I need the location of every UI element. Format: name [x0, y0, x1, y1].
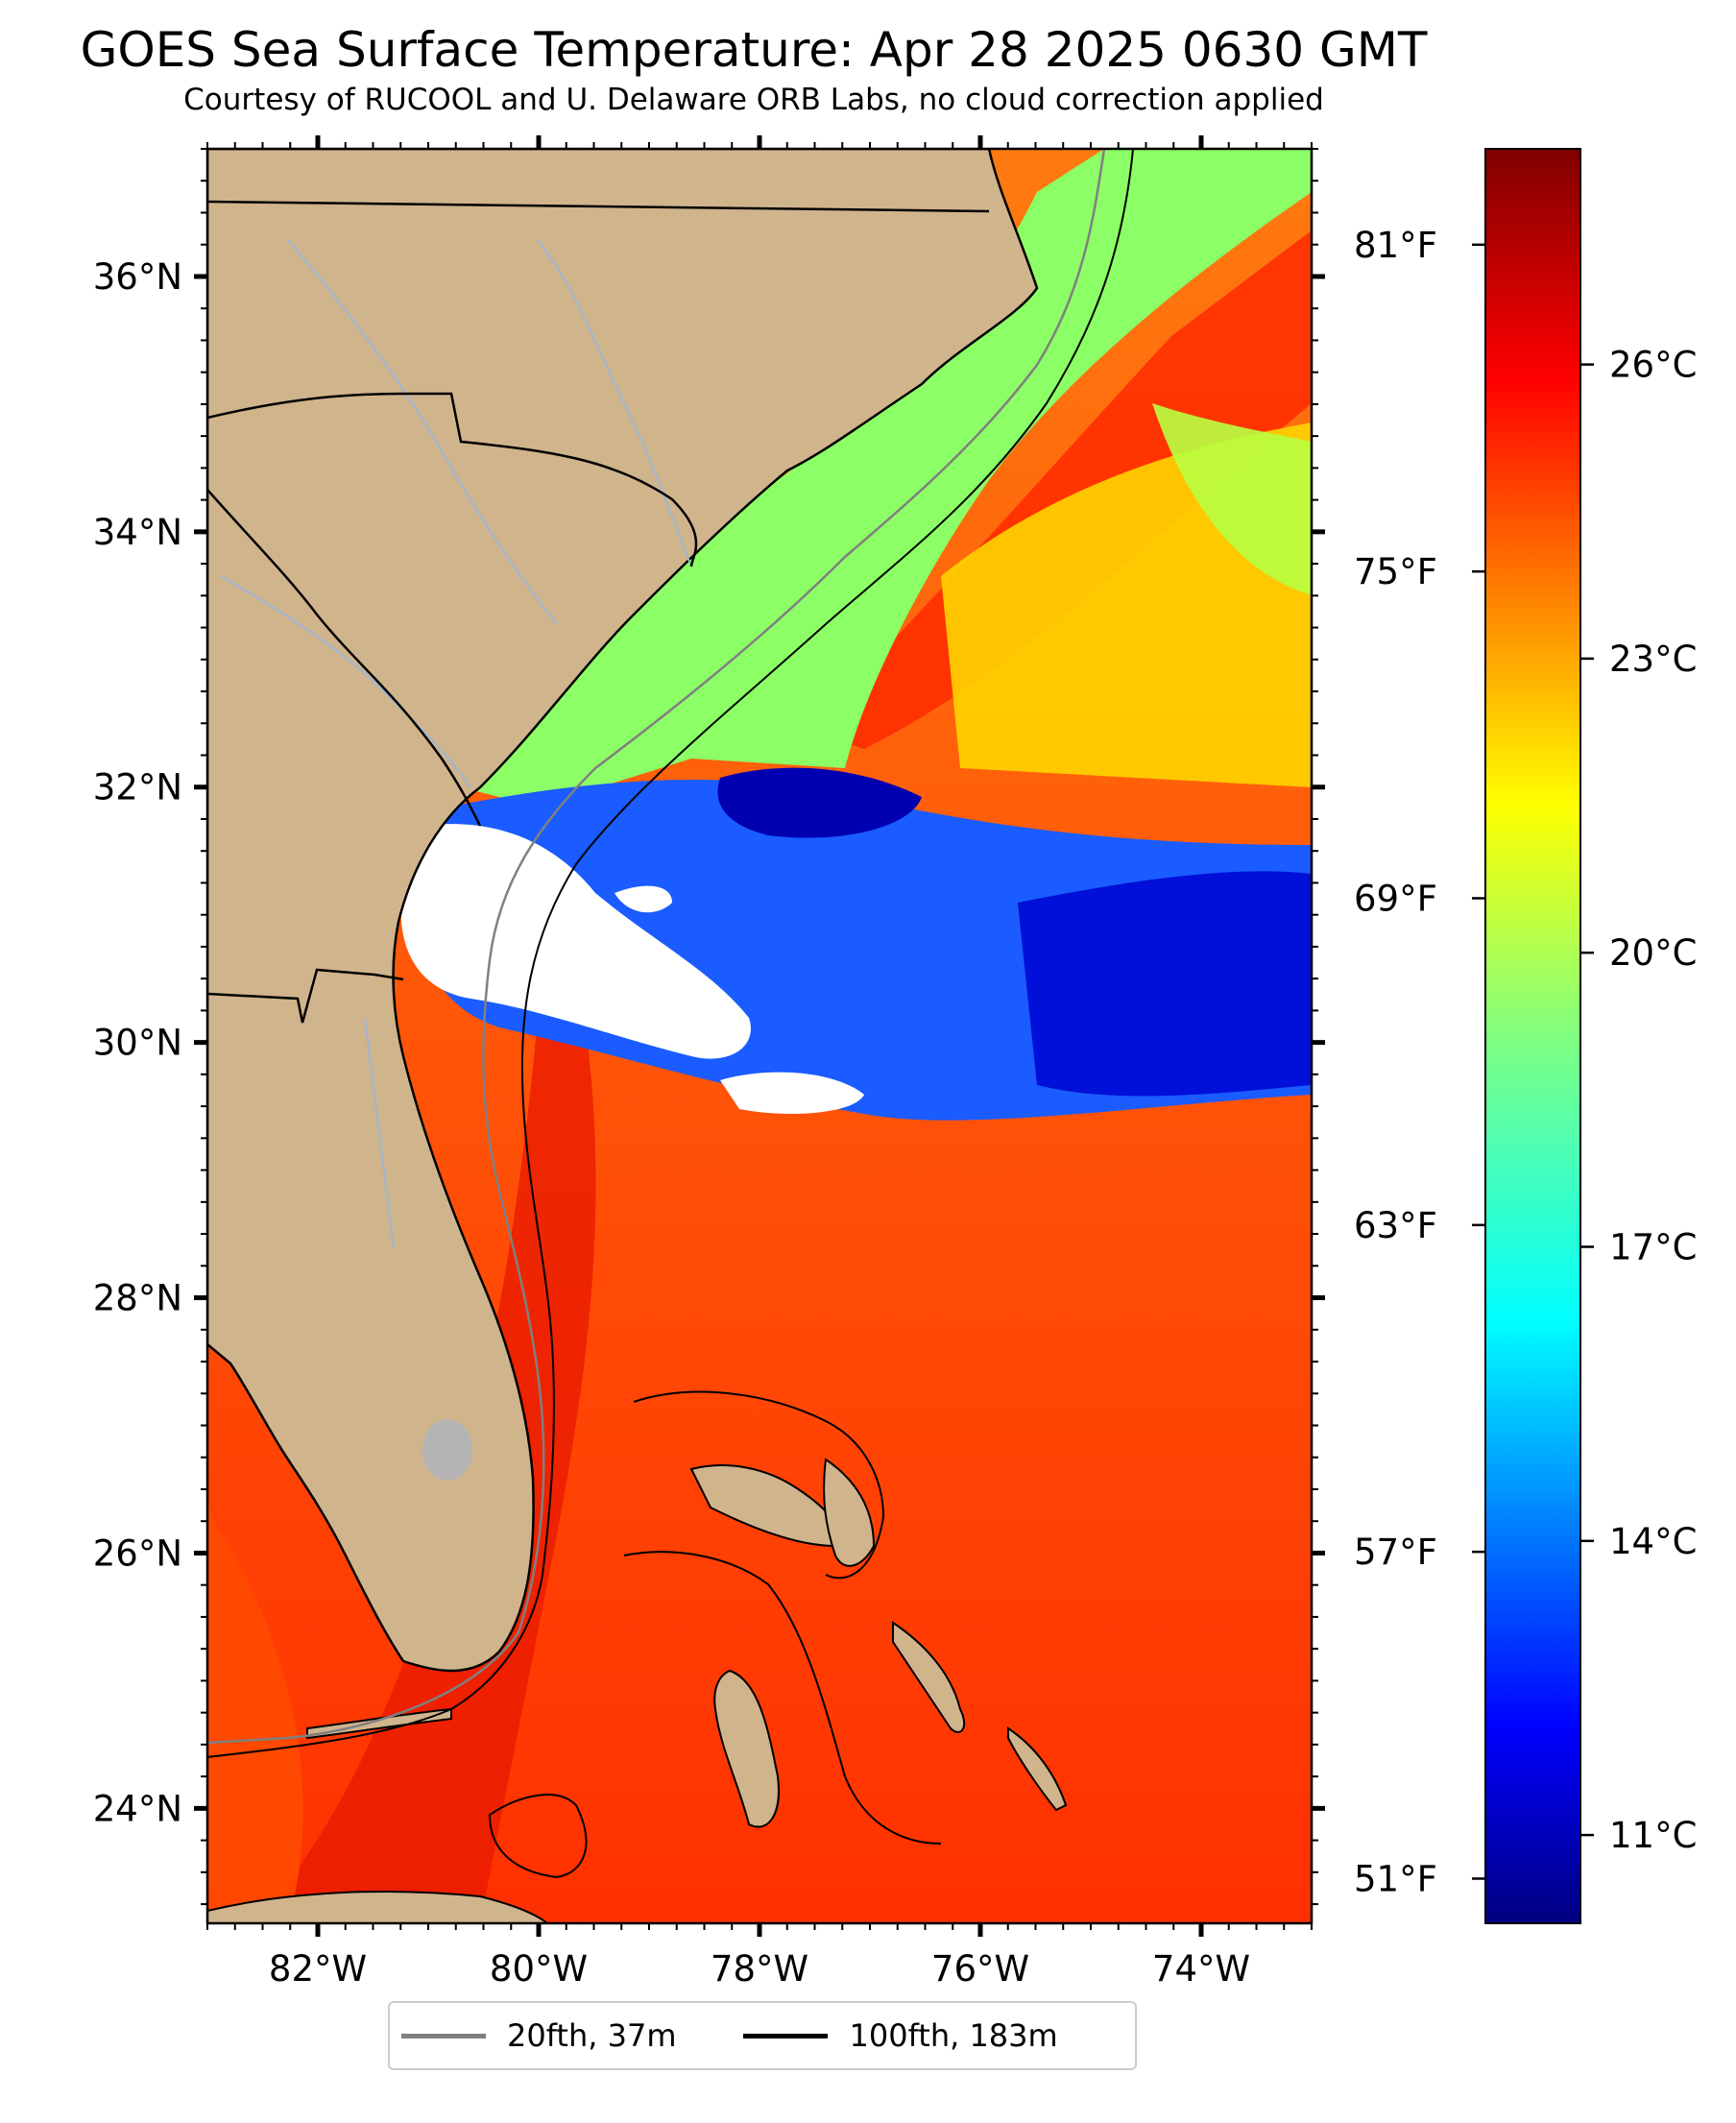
legend-label: 20fth, 37m	[507, 2017, 677, 2054]
celsius-tick-label: 11°C	[1609, 1815, 1697, 1856]
gulf-stream-core	[288, 1018, 596, 1923]
lat-tick-label: 36°N	[93, 256, 182, 298]
land-bahamas-exuma	[1007, 1726, 1068, 1812]
land-bahamas-eleuthera	[892, 1621, 966, 1733]
land-bahamas-abaco	[823, 1458, 876, 1567]
river	[220, 575, 471, 788]
lon-tick-label: 82°W	[269, 1948, 367, 1990]
map-subtitle: Courtesy of RUCOOL and U. Delaware ORB L…	[183, 83, 1324, 117]
legend-item-100fth: 100fth, 183m	[743, 2017, 1058, 2054]
shelf-water-green-east	[1152, 403, 1312, 595]
no-data-region-north	[615, 885, 672, 913]
land-cuba	[207, 1891, 549, 1923]
map-panel	[207, 149, 1312, 1923]
fahrenheit-tick-label: 57°F	[1354, 1532, 1437, 1573]
fahrenheit-tick-label: 63°F	[1354, 1205, 1437, 1246]
legend-swatch-black-line	[743, 2033, 829, 2039]
no-data-region-east	[720, 1072, 864, 1114]
celsius-tick-label: 26°C	[1609, 345, 1697, 386]
celsius-tick-label: 14°C	[1609, 1521, 1697, 1562]
fahrenheit-tick-label: 51°F	[1354, 1858, 1437, 1899]
lon-tick-label: 78°W	[711, 1948, 808, 1990]
land-florida-keys	[306, 1707, 452, 1740]
map-axes: 82°W 80°W 78°W 76°W 74°W 24°N 26°N 28°N 30°N 32°N…	[93, 135, 1325, 1990]
land-southeast-us	[207, 149, 1039, 1673]
lon-tick-label: 74°W	[1152, 1948, 1250, 1990]
isobath-100fth-bahamas-south	[623, 1551, 942, 1845]
celsius-tick-label: 20°C	[1609, 932, 1697, 974]
cold-water-patch	[717, 767, 922, 838]
no-data-region	[400, 824, 751, 1059]
river	[364, 1017, 395, 1249]
lat-tick-label: 24°N	[93, 1788, 182, 1829]
lat-tick-label: 28°N	[93, 1278, 182, 1319]
fahrenheit-tick-label: 69°F	[1354, 878, 1437, 919]
legend-label: 100fth, 183m	[849, 2017, 1058, 2054]
colorbar	[1484, 148, 1581, 1924]
gulf-stream-offshore	[807, 230, 1312, 749]
lat-tick-label: 26°N	[93, 1532, 182, 1574]
celsius-tick-label: 23°C	[1609, 639, 1697, 680]
legend-item-20fth: 20fth, 37m	[401, 2017, 676, 2054]
colorbar-axes: 11°C 14°C 17°C 20°C 23°C 26°C 51°F 57°F 63°F 69°F…	[1354, 225, 1697, 1900]
warm-patch-south	[207, 1498, 303, 1923]
lat-tick-label: 32°N	[93, 767, 182, 808]
lon-tick-label: 80°W	[490, 1948, 588, 1990]
isobath-100fth	[207, 149, 1134, 1758]
state-border	[207, 968, 404, 1024]
lat-tick-label: 34°N	[93, 512, 182, 553]
fahrenheit-tick-label: 81°F	[1354, 225, 1437, 266]
river	[537, 239, 692, 567]
state-border	[207, 392, 698, 567]
cold-water-core	[1018, 871, 1312, 1097]
lon-tick-label: 76°W	[931, 1948, 1029, 1990]
isobath-100fth-cay-sal	[488, 1794, 588, 1879]
celsius-tick-label: 17°C	[1609, 1227, 1697, 1268]
legend-swatch-gray-line	[401, 2033, 486, 2039]
isobath-20fth	[207, 149, 1106, 1745]
lat-tick-label: 30°N	[93, 1023, 182, 1064]
map-title: GOES Sea Surface Temperature: Apr 28 202…	[80, 22, 1428, 78]
shelf-water	[461, 149, 1312, 807]
state-border	[207, 489, 482, 827]
land-bahamas-andros	[713, 1669, 780, 1828]
isobath-legend: 20fth, 37m 100fth, 183m	[388, 2001, 1137, 2070]
fahrenheit-tick-label: 75°F	[1354, 551, 1437, 592]
river	[287, 239, 558, 625]
lake-okeechobee	[422, 1419, 472, 1481]
state-border	[207, 200, 990, 213]
isobath-100fth-bahamas	[633, 1390, 885, 1580]
